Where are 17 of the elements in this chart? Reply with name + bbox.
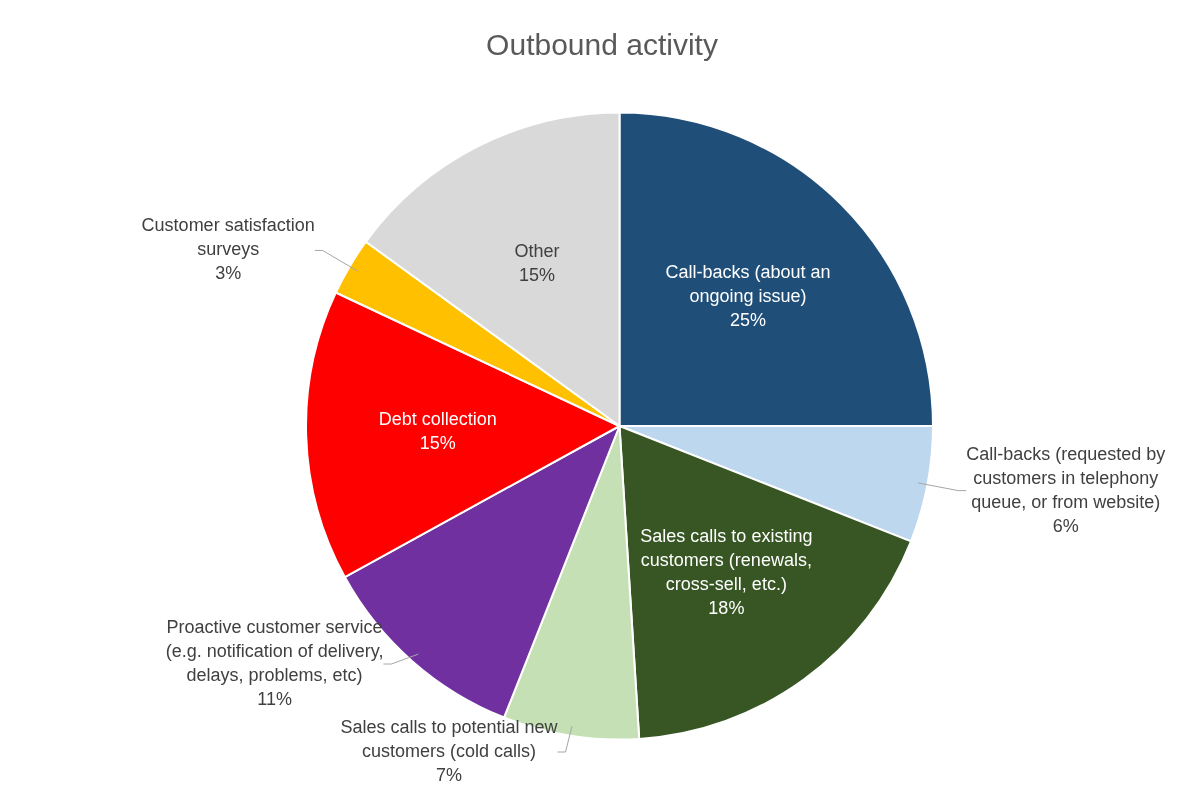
slice-label: Sales calls to existing customers (renewals, cross-sell, etc.): [640, 526, 813, 595]
data-label: 6%: [1052, 515, 1079, 536]
data-label: 18%: [708, 598, 745, 619]
slice-label: Sales calls to potential new customers (cold calls): [340, 716, 559, 761]
data-label: 7%: [435, 764, 462, 785]
slice-label: Call-backs (requested by customers in telephony queue, or from website): [966, 443, 1166, 512]
data-label: 25%: [730, 310, 767, 331]
slice-label: Call-backs (about an ongoing issue): [665, 262, 831, 307]
slice-label: Proactive customer service (e.g. notification of delivery, delays, problems, etc): [165, 616, 384, 685]
data-label: 11%: [257, 688, 292, 709]
slice-label: Debt collection: [378, 408, 497, 429]
data-label: 3%: [215, 263, 242, 284]
data-label: 15%: [419, 432, 456, 453]
slice-label: Other: [514, 240, 560, 261]
data-label: 15%: [518, 264, 555, 285]
chart-title: Outbound activity: [486, 28, 718, 62]
slice-label: Customer satisfaction surveys: [141, 215, 315, 260]
